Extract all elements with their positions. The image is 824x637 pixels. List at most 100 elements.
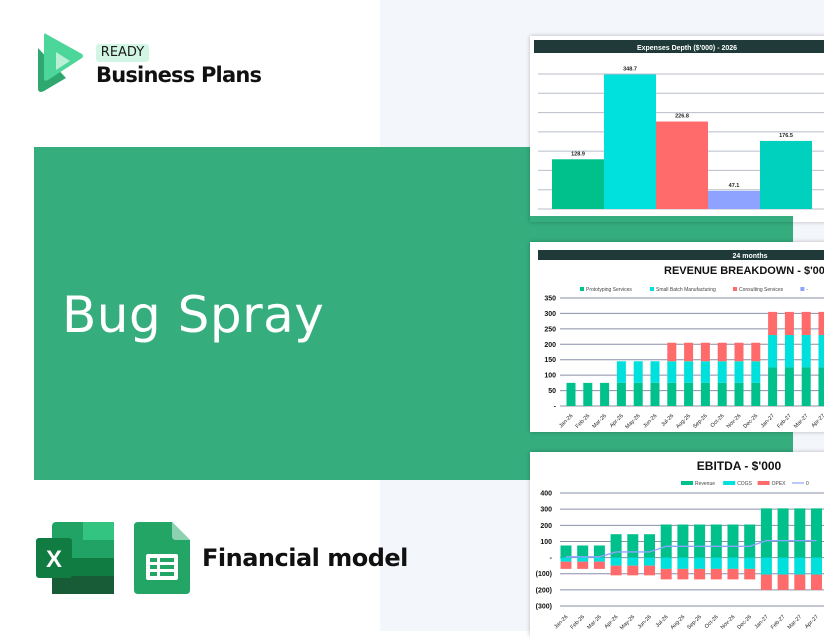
chart-header-bar — [538, 250, 824, 260]
x-tick-label: Feb-26 — [575, 413, 592, 430]
bar-segment — [577, 558, 588, 562]
x-tick-label: Aug-26 — [670, 614, 687, 631]
y-tick-label: - — [550, 555, 553, 562]
x-tick-label: Aug-26 — [675, 413, 692, 430]
bar-segment — [718, 383, 727, 406]
bar-segment — [744, 569, 755, 579]
data-label: 226.8 — [675, 114, 689, 120]
bar — [552, 159, 604, 209]
bar-segment — [594, 562, 605, 569]
bar-segment — [711, 569, 722, 579]
bar-segment — [794, 558, 805, 575]
ready-badge: READY — [96, 44, 149, 62]
y-tick-label: 250 — [544, 326, 556, 333]
legend-label: - — [806, 287, 808, 293]
bar-segment — [768, 312, 777, 335]
legend-label: COGS — [737, 481, 752, 487]
data-label: 128.9 — [571, 151, 585, 157]
bar-segment — [761, 508, 772, 557]
bar-segment — [728, 558, 739, 569]
bar-segment — [627, 534, 638, 557]
chart-title: REVENUE BREAKDOWN - $'000 — [664, 265, 824, 277]
x-tick-label: Jan-27 — [754, 614, 770, 630]
bar — [604, 75, 656, 209]
bar-segment — [718, 361, 727, 383]
bar-segment — [778, 575, 789, 590]
x-tick-label: Jan-27 — [760, 413, 776, 429]
bar-segment — [728, 525, 739, 558]
bar-segment — [627, 566, 638, 576]
bar-segment — [611, 558, 622, 566]
x-tick-label: Feb-27 — [770, 614, 787, 631]
bar-segment — [617, 383, 626, 406]
bar-segment — [785, 367, 794, 406]
bar-segment — [785, 312, 794, 335]
bar-segment — [711, 558, 722, 569]
bar-segment — [661, 558, 672, 569]
bar-segment — [677, 558, 688, 569]
x-tick-label: Apr-26 — [604, 614, 620, 630]
bar-segment — [594, 558, 605, 562]
x-tick-label: Jun-26 — [642, 413, 658, 429]
bar-segment — [751, 343, 760, 362]
x-tick-label: May-26 — [624, 413, 641, 430]
legend-label: Consulting Services — [739, 287, 784, 293]
x-tick-label: May-26 — [619, 614, 636, 631]
x-tick-label: Apr-26 — [609, 413, 625, 429]
bar-segment — [768, 335, 777, 367]
bar-segment — [701, 361, 710, 383]
bar-segment — [634, 361, 643, 383]
financial-model-label: Financial model — [202, 544, 408, 572]
bar-segment — [728, 569, 739, 579]
bar-segment — [819, 312, 824, 335]
data-label: 47.1 — [729, 183, 740, 189]
bar-segment — [694, 558, 705, 569]
bar-segment — [567, 383, 576, 406]
x-tick-label: Apr-27 — [804, 614, 820, 630]
bar-segment — [561, 545, 572, 557]
bar-segment — [778, 558, 789, 575]
bar-segment — [751, 361, 760, 383]
x-tick-label: Dec-26 — [736, 614, 753, 631]
bar-segment — [802, 335, 811, 367]
bar — [708, 191, 760, 209]
bar-segment — [583, 383, 592, 406]
bar-segment — [651, 383, 660, 406]
x-tick-label: Jul-26 — [655, 614, 670, 629]
x-tick-label: Oct-26 — [704, 614, 720, 630]
bar-segment — [611, 534, 622, 557]
bar-segment — [667, 383, 676, 406]
y-tick-label: 300 — [540, 507, 552, 514]
legend-label: Small Batch Manufacturing — [656, 287, 716, 293]
y-tick-label: (300) — [536, 604, 552, 611]
banner-edge — [530, 216, 793, 222]
bar-segment — [744, 525, 755, 558]
legend-swatch — [733, 287, 737, 291]
bar-segment — [811, 508, 822, 557]
ready-business-plans-logo-icon — [36, 32, 84, 94]
data-label: 348.7 — [623, 67, 637, 73]
bar-segment — [701, 343, 710, 362]
bar-segment — [600, 383, 609, 406]
y-tick-label: 200 — [540, 523, 552, 530]
x-tick-label: Sep-26 — [692, 413, 709, 430]
legend-swatch — [723, 481, 735, 485]
x-tick-label: Dec-26 — [742, 413, 759, 430]
x-tick-label: Mar-27 — [793, 413, 810, 430]
bar-segment — [661, 569, 672, 579]
bar-segment — [761, 558, 772, 575]
excel-icon: X — [36, 522, 114, 594]
data-label: 176.5 — [779, 133, 793, 139]
x-tick-label: Apr-27 — [810, 413, 824, 429]
bar-segment — [634, 383, 643, 406]
bar-segment — [778, 508, 789, 557]
bar-segment — [761, 575, 772, 590]
bar-segment — [768, 367, 777, 406]
bar-segment — [735, 361, 744, 383]
bar-segment — [644, 534, 655, 557]
x-tick-label: Feb-27 — [776, 413, 793, 430]
x-tick-label: Mar-27 — [787, 614, 804, 631]
bar-segment — [794, 575, 805, 590]
y-tick-label: 350 — [544, 296, 556, 303]
